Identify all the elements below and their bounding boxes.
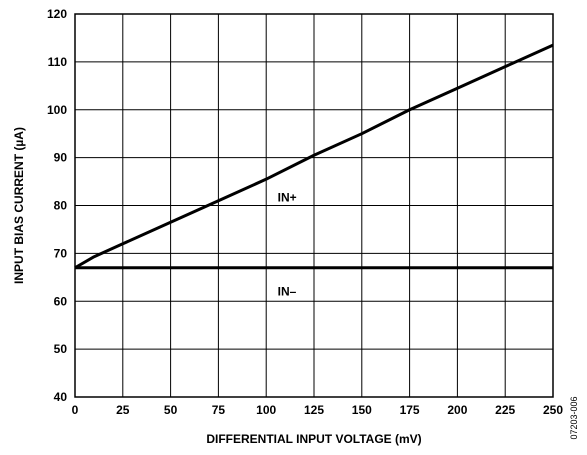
y-tick-label: 50	[54, 342, 68, 356]
y-tick-label: 80	[54, 199, 68, 213]
x-tick-label: 50	[164, 403, 178, 417]
plot-frame	[74, 13, 554, 398]
y-tick-labels: 40 50 60 70 80 90 100 110 120	[47, 7, 67, 404]
y-tick-label: 120	[47, 7, 67, 21]
grid	[74, 13, 554, 398]
y-tick-label: 110	[48, 55, 68, 69]
x-tick-label: 225	[495, 403, 515, 417]
series-label-in-minus: IN–	[278, 285, 297, 299]
series-label-in-plus: IN+	[278, 191, 297, 205]
x-tick-label: 200	[447, 403, 467, 417]
x-tick-label: 250	[543, 403, 563, 417]
y-tick-label: 90	[54, 151, 68, 165]
y-tick-label: 100	[47, 103, 67, 117]
x-tick-label: 0	[72, 403, 79, 417]
series-line-in-plus	[74, 43, 554, 270]
series-lines	[74, 43, 554, 270]
figure-id: 07203-006	[569, 396, 579, 439]
x-tick-label: 25	[116, 403, 130, 417]
x-tick-label: 150	[352, 403, 372, 417]
y-axis-title: INPUT BIAS CURRENT (µA)	[12, 127, 26, 284]
y-tick-label: 40	[54, 390, 68, 404]
x-tick-label: 100	[256, 403, 276, 417]
x-tick-label: 125	[304, 403, 324, 417]
x-axis-title: DIFFERENTIAL INPUT VOLTAGE (mV)	[206, 432, 421, 446]
y-tick-label: 70	[54, 246, 68, 260]
x-tick-label: 175	[400, 403, 420, 417]
x-tick-label: 75	[212, 403, 226, 417]
y-tick-label: 60	[54, 294, 68, 308]
x-tick-labels: 0 25 50 75 100 125 150 175 200 225 250	[72, 403, 564, 417]
